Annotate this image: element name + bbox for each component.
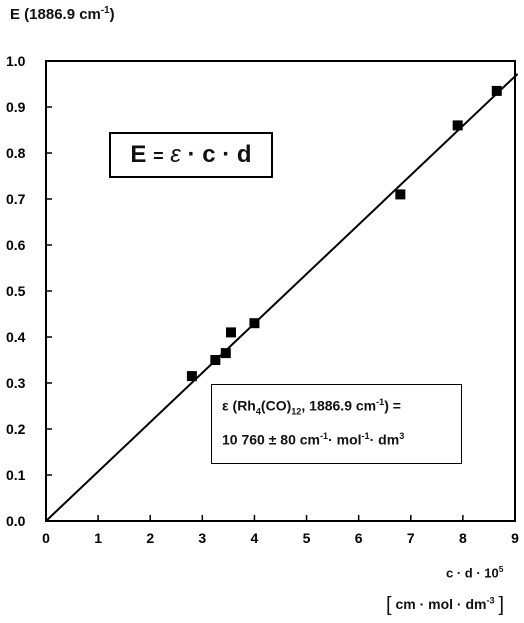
formula-e: E [130,141,147,168]
y-tick-label: 0.3 [6,375,26,391]
data-point [220,348,231,359]
x-axis-title-exp: 5 [498,564,504,574]
epsilon-dm: · dm [369,431,400,448]
epsilon-annotation-box: ε (Rh4(CO)12, 1886.9 cm-1) = 10 760 ± 80… [211,384,462,464]
x-tick-label: 0 [42,530,50,546]
y-axis-title-text: E (1886.9 cm [10,6,101,23]
data-point [491,85,502,96]
formula-eps: ε [170,141,181,168]
epsilon-co: (CO) [260,397,292,414]
x-tick-label: 6 [355,530,363,546]
y-axis-title-suffix: ) [109,6,115,23]
epsilon-equals: ) = [384,397,401,414]
y-tick-label: 0.7 [6,191,26,207]
y-axis-title: E (1886.9 cm-1) [10,5,115,23]
epsilon-wavenumber-exp: -1 [376,397,385,407]
formula-dot-2: · [222,141,231,168]
data-points [186,85,502,382]
data-point [395,189,406,200]
x-axis-unit-bracket-right: ] [498,594,505,616]
x-tick-label: 9 [511,530,519,546]
y-tick-label: 0.4 [6,329,26,345]
epsilon-dm-exp: 3 [399,431,405,441]
data-point [452,120,463,131]
y-axis-title-exp: -1 [100,5,110,16]
fit-line [45,73,519,522]
y-tick-label: 0.5 [6,283,26,299]
x-axis-title-line-2: [ cm · mol · dm-3 ] [386,594,504,617]
epsilon-rh-subscript: 4 [255,406,261,417]
epsilon-value: 10 760 ± 80 cm [222,431,320,448]
epsilon-wavenumber: , 1886.9 cm [301,397,377,414]
epsilon-mol-exp: -1 [361,431,370,441]
x-axis-unit-bracket-left: [ [386,594,392,616]
data-point [225,327,236,338]
x-tick-label: 3 [198,530,206,546]
y-tick-label: 0.1 [6,467,26,483]
epsilon-cm-exp: -1 [319,431,329,441]
data-point [186,371,197,382]
formula-dot-1: · [187,141,196,168]
y-tick-label: 0.0 [6,513,26,529]
x-tick-label: 1 [94,530,102,546]
x-tick-label: 5 [303,530,311,546]
y-tick-label: 0.2 [6,421,26,437]
x-axis-ticks: 0 1 2 3 4 5 6 7 8 9 [42,515,519,546]
epsilon-line-1: ε (Rh4(CO)12, 1886.9 cm-1) = [222,397,401,416]
y-tick-label: 0.8 [6,145,26,161]
x-tick-label: 4 [251,530,259,546]
x-tick-label: 2 [146,530,154,546]
formula-c: c [202,141,216,168]
formula-text: E = ε · c · d [111,141,271,169]
x-tick-label: 7 [407,530,415,546]
y-tick-label: 1.0 [6,53,26,69]
y-axis-ticks: 0.0 0.1 0.2 0.3 0.4 0.5 0.6 0.7 0.8 0.9 1.0 [6,53,52,529]
formula-eq: = [153,146,164,166]
x-axis-title-text: c · d · 10 [446,565,499,581]
epsilon-species-prefix: ε (Rh [222,397,256,414]
fit-line-group [45,73,519,522]
x-axis-unit-text: cm · mol · dm [395,596,487,612]
x-tick-label: 8 [459,530,467,546]
epsilon-line-2: 10 760 ± 80 cm-1· mol-1· dm3 [222,431,404,448]
epsilon-co-subscript: 12 [291,406,302,417]
y-tick-label: 0.6 [6,237,26,253]
data-point [249,318,260,329]
epsilon-mol: · mol [328,431,362,448]
formula-box: E = ε · c · d [109,132,273,178]
y-tick-label: 0.9 [6,99,26,115]
x-axis-unit-exp: -3 [486,595,495,606]
data-point [210,355,221,365]
formula-d: d [236,141,252,168]
x-axis-title-line-1: c · d · 105 [446,564,503,580]
